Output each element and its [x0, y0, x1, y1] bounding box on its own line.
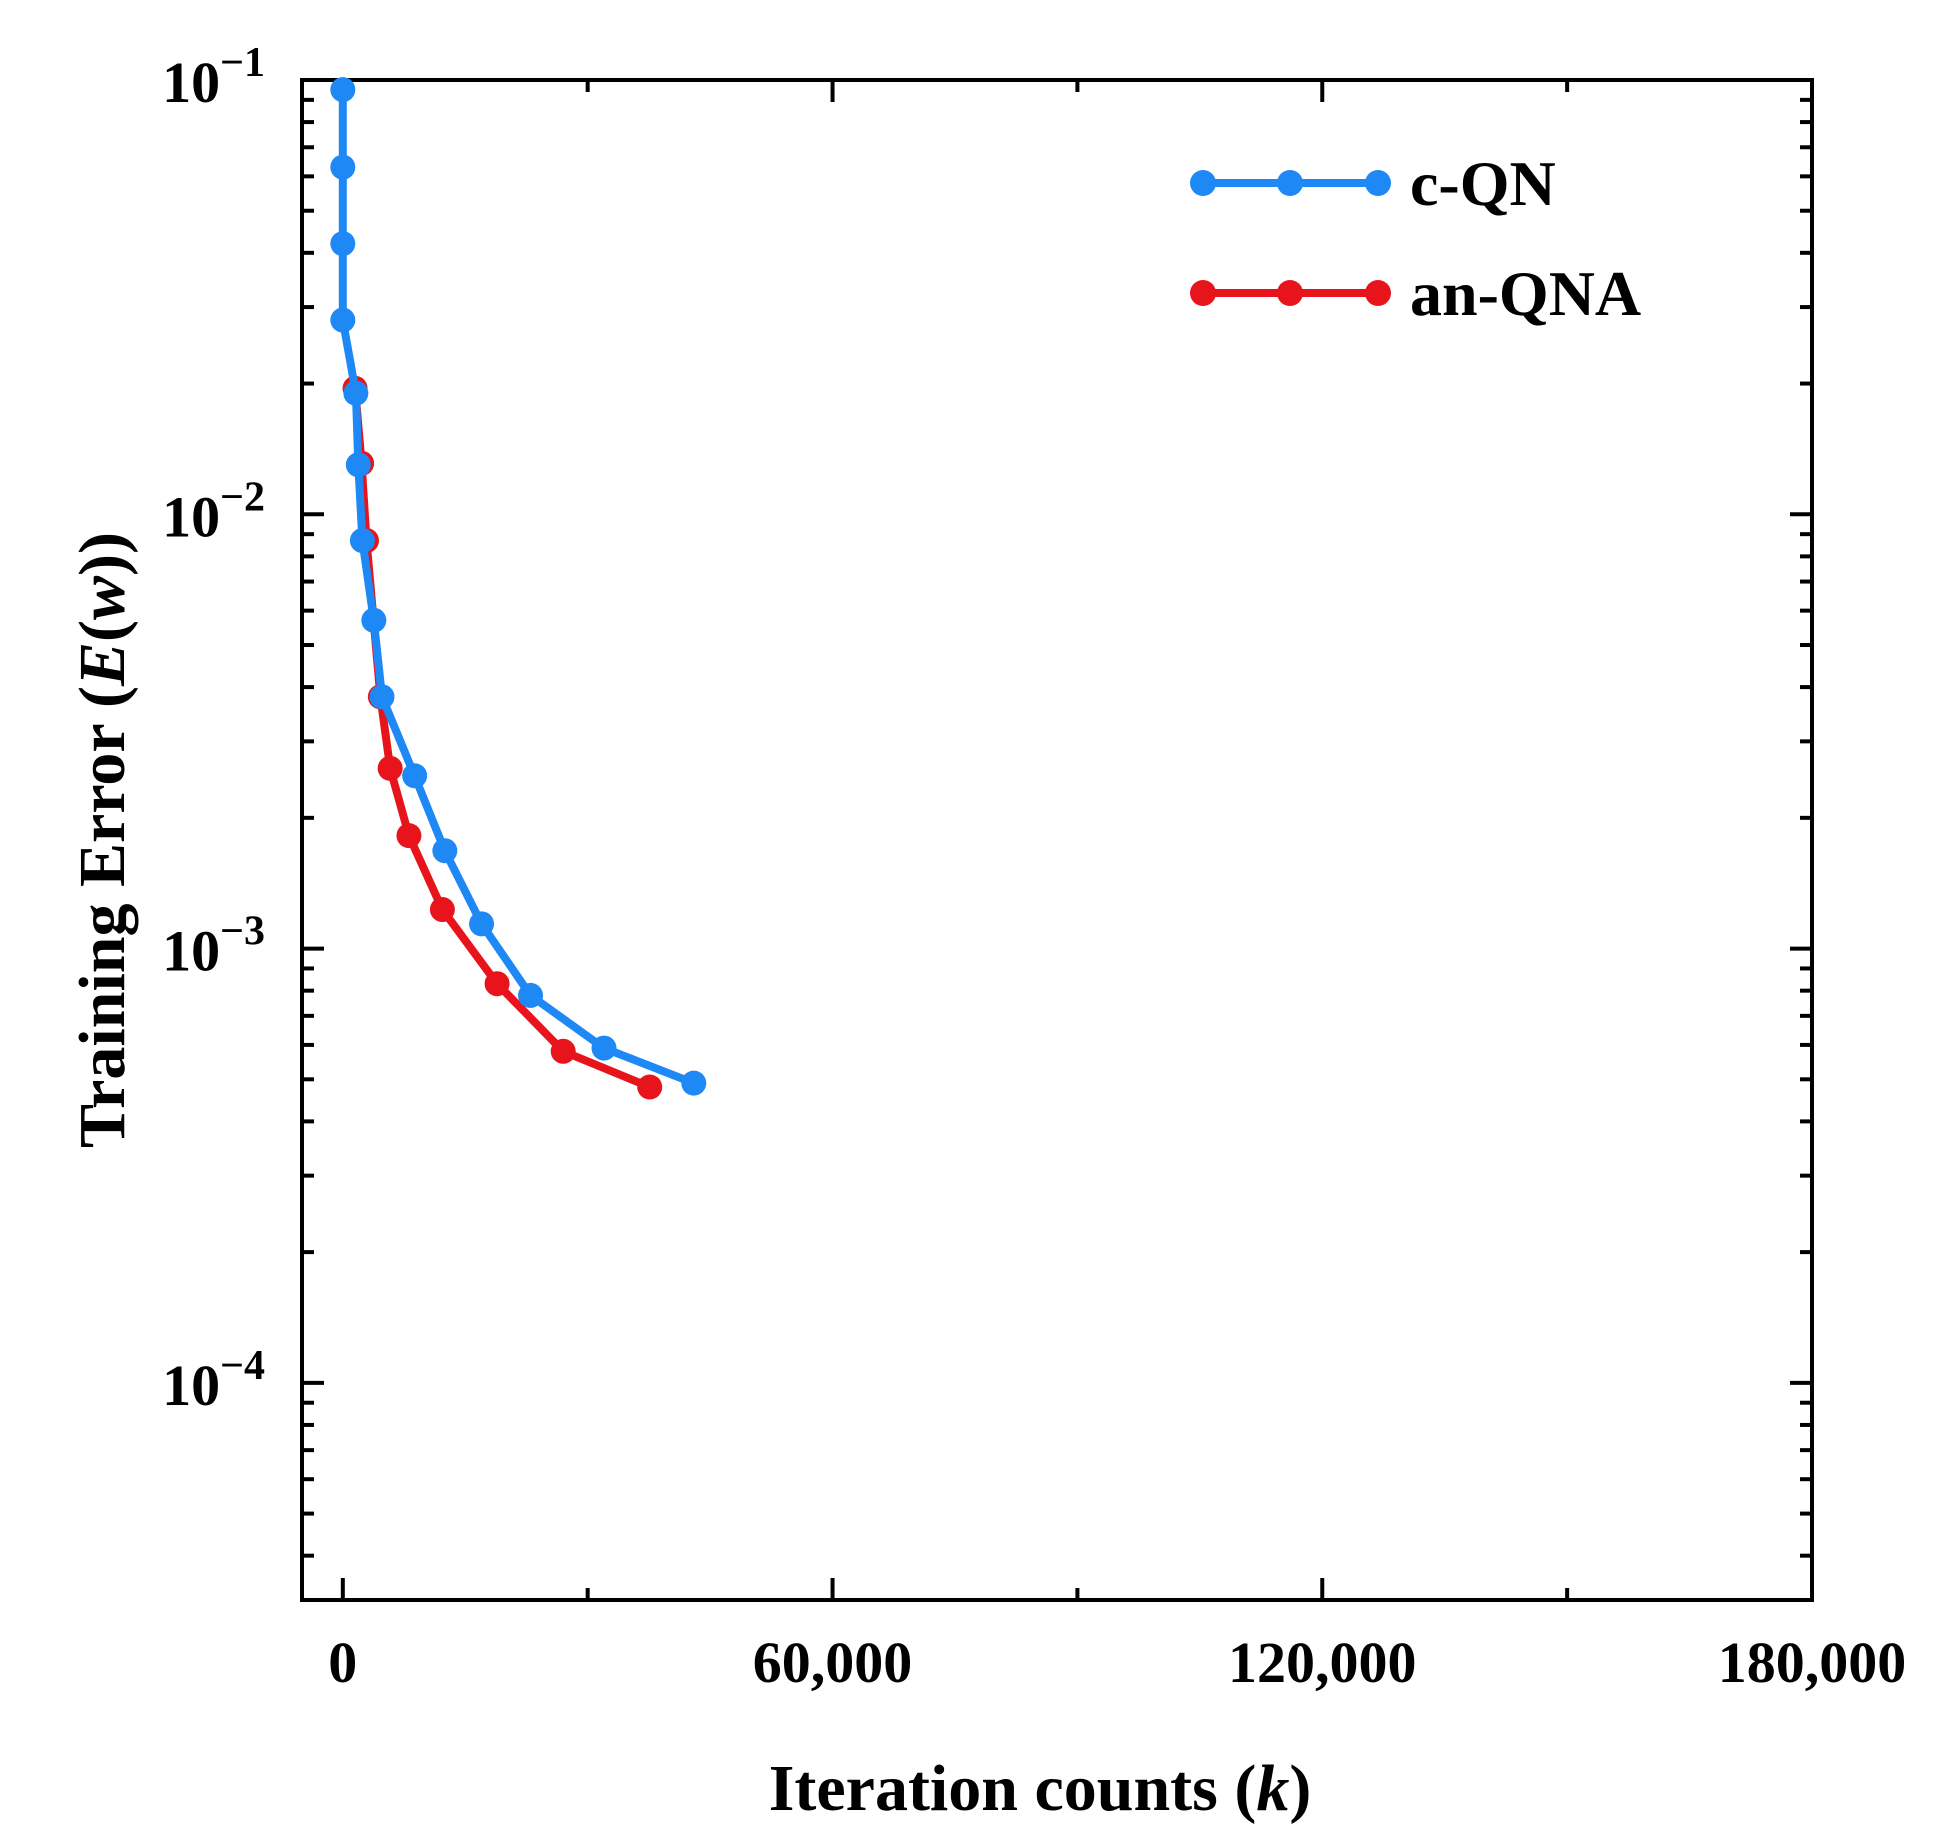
series-layer [330, 77, 707, 1100]
data-point-an-qna [550, 1038, 576, 1064]
x-tick-labels: 0 60,000 120,000 180,000 [328, 1630, 1906, 1695]
data-point-c-qn [681, 1070, 707, 1096]
y-axis-title-close: )) [66, 532, 139, 576]
data-point-c-qn [343, 380, 369, 406]
legend-marker-an-qna-3 [1365, 280, 1391, 306]
data-point-an-qna [377, 755, 403, 781]
data-point-an-qna [429, 897, 455, 923]
y-tick-label-exp: −3 [220, 909, 265, 955]
y-tick-label-base: 10 [162, 50, 220, 115]
legend-item-c-qn: c-QN [1190, 148, 1556, 219]
x-axis-title-var: k [1256, 1752, 1289, 1825]
data-point-c-qn [432, 838, 458, 864]
x-tick-label: 180,000 [1718, 1630, 1907, 1695]
y-tick-label-exp: −4 [220, 1343, 265, 1389]
y-tick-label: 10−4 [162, 1343, 265, 1418]
data-point-c-qn [369, 684, 395, 710]
data-point-an-qna [637, 1074, 663, 1100]
x-axis-title-close: ) [1289, 1752, 1311, 1825]
series-line-c-qn [338, 85, 698, 1088]
y-tick-label: 10−3 [162, 909, 265, 984]
data-point-c-qn [330, 307, 356, 333]
y-tick-label-exp: −2 [220, 474, 265, 520]
y-tick-label-base: 10 [162, 919, 220, 984]
data-point-c-qn [349, 528, 375, 554]
data-point-c-qn [402, 763, 428, 789]
series-an-qna [342, 375, 663, 1100]
y-tick-labels: 10−110−210−310−4 [162, 40, 265, 1418]
x-axis-title: Iteration counts (k) [769, 1752, 1312, 1825]
y-tick-label-base: 10 [162, 1353, 220, 1418]
legend: c-QN an-QNA [1190, 148, 1641, 329]
x-tick-label: 120,000 [1228, 1630, 1417, 1695]
y-tick-label: 10−2 [162, 474, 265, 549]
legend-marker-c-qn-2 [1277, 170, 1303, 196]
data-point-c-qn [345, 452, 371, 478]
y-tick-label: 10−1 [162, 40, 265, 115]
y-tick-label-base: 10 [162, 484, 220, 549]
y-axis-title: Training Error (E(w)) [66, 532, 139, 1148]
x-tick-label: 60,000 [753, 1630, 913, 1695]
x-axis-title-text: Iteration counts ( [769, 1752, 1257, 1825]
data-point-c-qn [361, 607, 387, 633]
data-point-c-qn [518, 982, 544, 1008]
plot-frame [300, 78, 1814, 1602]
y-axis-title-text: Training Error ( [66, 686, 139, 1148]
legend-marker-an-qna-2 [1277, 280, 1303, 306]
y-axis-title-var2: w [66, 575, 139, 620]
axis-ticks [302, 78, 1814, 1600]
legend-marker-c-qn-3 [1365, 170, 1391, 196]
data-point-c-qn [330, 231, 356, 257]
series-c-qn [330, 77, 707, 1096]
data-point-c-qn [330, 154, 356, 180]
legend-marker-c-qn-1 [1190, 170, 1216, 196]
y-axis-title-var: E [66, 642, 139, 687]
legend-label-c-qn: c-QN [1410, 148, 1556, 219]
legend-item-an-qna: an-QNA [1190, 258, 1641, 329]
legend-label-an-qna: an-QNA [1410, 258, 1641, 329]
y-axis-title-open: ( [66, 620, 139, 642]
legend-marker-an-qna-1 [1190, 280, 1216, 306]
data-point-c-qn [330, 77, 356, 103]
data-point-c-qn [591, 1035, 617, 1061]
data-point-c-qn [469, 911, 495, 937]
data-point-an-qna [484, 971, 510, 997]
data-point-an-qna [396, 823, 422, 849]
x-tick-label: 0 [328, 1630, 357, 1695]
y-tick-label-exp: −1 [220, 40, 265, 86]
